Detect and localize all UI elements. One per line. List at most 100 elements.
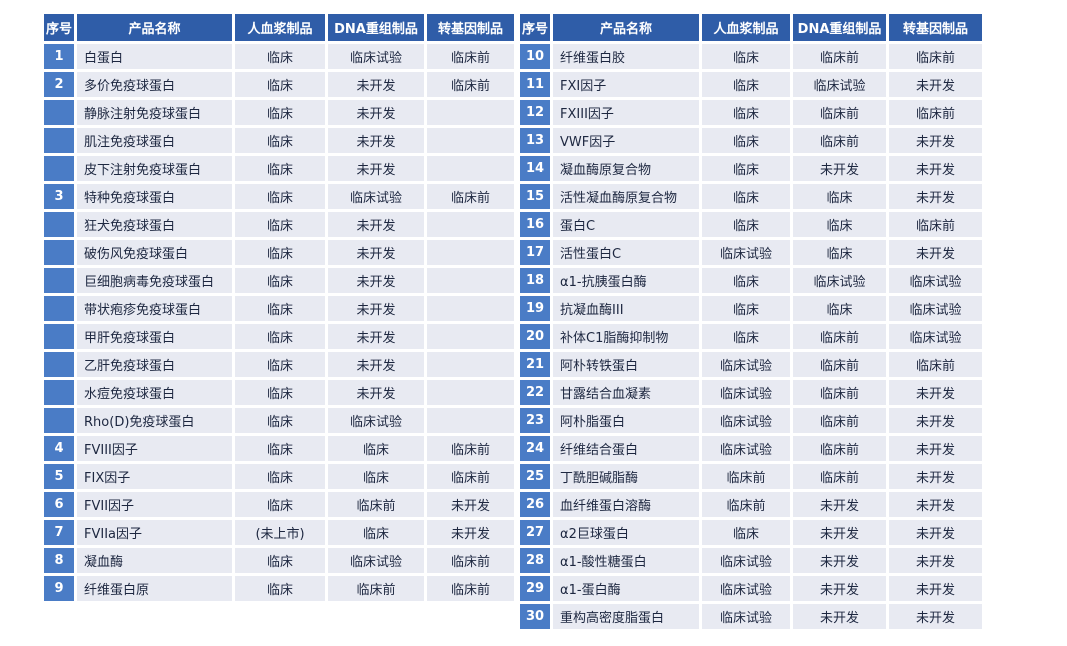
product-name-cell: 凝血酶原复合物	[553, 156, 700, 181]
product-name-cell: α1-蛋白酶	[553, 576, 700, 601]
product-name-cell: 多价免疫球蛋白	[77, 72, 233, 97]
transgenic-status-cell	[427, 268, 515, 293]
transgenic-status-cell: 未开发	[889, 240, 983, 265]
plasma-status-cell: 临床	[702, 268, 791, 293]
table-row: 带状疱疹免疫球蛋白 临床 未开发	[44, 296, 515, 321]
transgenic-status-cell: 临床前	[427, 464, 515, 489]
dna-status-cell: 临床前	[793, 44, 887, 69]
plasma-status-cell: 临床	[235, 268, 326, 293]
transgenic-status-cell: 未开发	[889, 72, 983, 97]
transgenic-status-cell: 未开发	[889, 408, 983, 433]
table-row: 24 纤维结合蛋白 临床试验 临床前 未开发	[520, 436, 983, 461]
product-name-cell: 水痘免疫球蛋白	[77, 380, 233, 405]
row-index-cell	[44, 156, 75, 181]
table-row: 5 FIX因子 临床 临床 临床前	[44, 464, 515, 489]
row-index-cell	[44, 408, 75, 433]
row-index-cell	[44, 128, 75, 153]
plasma-status-cell: 临床	[235, 44, 326, 69]
dna-status-cell: 未开发	[328, 128, 425, 153]
row-index-cell: 14	[520, 156, 551, 181]
plasma-status-cell: 临床	[702, 44, 791, 69]
dna-status-cell: 临床前	[793, 100, 887, 125]
table-row: 甲肝免疫球蛋白 临床 未开发	[44, 324, 515, 349]
row-index-cell: 17	[520, 240, 551, 265]
table-row: 1 白蛋白 临床 临床试验 临床前	[44, 44, 515, 69]
row-index-cell: 18	[520, 268, 551, 293]
transgenic-status-cell: 临床前	[889, 212, 983, 237]
row-index-cell: 11	[520, 72, 551, 97]
row-index-cell	[44, 268, 75, 293]
plasma-status-cell: 临床	[235, 212, 326, 237]
row-index-cell	[44, 296, 75, 321]
dna-status-cell: 临床	[793, 184, 887, 209]
row-index-cell: 28	[520, 548, 551, 573]
transgenic-status-cell	[427, 156, 515, 181]
plasma-status-cell: 临床试验	[702, 548, 791, 573]
plasma-status-cell: 临床	[235, 156, 326, 181]
plasma-status-cell: 临床	[235, 408, 326, 433]
product-name-cell: 阿朴脂蛋白	[553, 408, 700, 433]
plasma-status-cell: 临床	[235, 72, 326, 97]
plasma-status-cell: 临床前	[702, 464, 791, 489]
product-name-cell: 破伤风免疫球蛋白	[77, 240, 233, 265]
dna-status-cell: 未开发	[793, 604, 887, 629]
dna-status-cell: 临床试验	[328, 548, 425, 573]
plasma-status-cell: 临床	[702, 156, 791, 181]
product-name-cell: α2巨球蛋白	[553, 520, 700, 545]
plasma-status-cell: 临床前	[702, 492, 791, 517]
dna-status-cell: 临床试验	[328, 44, 425, 69]
plasma-status-cell: 临床试验	[702, 352, 791, 377]
table-row: 29 α1-蛋白酶 临床试验 未开发 未开发	[520, 576, 983, 601]
row-index-cell: 8	[44, 548, 75, 573]
table-row: 巨细胞病毒免疫球蛋白 临床 未开发	[44, 268, 515, 293]
transgenic-status-cell	[427, 212, 515, 237]
product-name-cell: 甲肝免疫球蛋白	[77, 324, 233, 349]
dna-status-cell: 临床	[793, 212, 887, 237]
dna-status-cell: 临床前	[793, 128, 887, 153]
product-name-cell: 带状疱疹免疫球蛋白	[77, 296, 233, 321]
plasma-status-cell: 临床试验	[702, 436, 791, 461]
plasma-status-cell: 临床	[235, 436, 326, 461]
row-index-cell: 19	[520, 296, 551, 321]
transgenic-status-cell: 未开发	[889, 464, 983, 489]
plasma-status-cell: 临床	[235, 464, 326, 489]
transgenic-status-cell	[427, 324, 515, 349]
product-name-cell: 活性凝血酶原复合物	[553, 184, 700, 209]
column-header-dna: DNA重组制品	[328, 14, 425, 41]
row-index-cell: 7	[44, 520, 75, 545]
dna-status-cell: 未开发	[328, 240, 425, 265]
plasma-status-cell: 临床	[702, 100, 791, 125]
row-index-cell: 26	[520, 492, 551, 517]
row-index-cell: 12	[520, 100, 551, 125]
dna-status-cell: 临床前	[793, 352, 887, 377]
plasma-status-cell: 临床试验	[702, 604, 791, 629]
plasma-status-cell: 临床试验	[702, 240, 791, 265]
product-name-cell: FVIII因子	[77, 436, 233, 461]
table-body-right: 10 纤维蛋白胶 临床 临床前 临床前 11 FXI因子 临床 临床试验 未开发…	[520, 44, 983, 629]
transgenic-status-cell: 未开发	[889, 380, 983, 405]
table-row: 8 凝血酶 临床 临床试验 临床前	[44, 548, 515, 573]
row-index-cell: 5	[44, 464, 75, 489]
table-body-left: 1 白蛋白 临床 临床试验 临床前 2 多价免疫球蛋白 临床 未开发 临床前 静…	[44, 44, 515, 601]
dna-status-cell: 未开发	[328, 72, 425, 97]
product-name-cell: FVII因子	[77, 492, 233, 517]
plasma-status-cell: 临床试验	[702, 408, 791, 433]
dna-status-cell: 未开发	[793, 492, 887, 517]
column-header-no: 序号	[520, 14, 551, 41]
product-name-cell: VWF因子	[553, 128, 700, 153]
table-row: 22 甘露结合血凝素 临床试验 临床前 未开发	[520, 380, 983, 405]
transgenic-status-cell: 临床前	[427, 548, 515, 573]
dna-status-cell: 未开发	[793, 576, 887, 601]
table-row: 19 抗凝血酶III 临床 临床 临床试验	[520, 296, 983, 321]
dna-status-cell: 未开发	[328, 324, 425, 349]
plasma-status-cell: 临床	[702, 520, 791, 545]
dna-status-cell: 临床	[328, 464, 425, 489]
dna-status-cell: 临床试验	[328, 184, 425, 209]
row-index-cell: 30	[520, 604, 551, 629]
row-index-cell: 9	[44, 576, 75, 601]
table-row: 23 阿朴脂蛋白 临床试验 临床前 未开发	[520, 408, 983, 433]
row-index-cell: 22	[520, 380, 551, 405]
product-name-cell: α1-抗胰蛋白酶	[553, 268, 700, 293]
transgenic-status-cell: 未开发	[889, 156, 983, 181]
row-index-cell: 21	[520, 352, 551, 377]
